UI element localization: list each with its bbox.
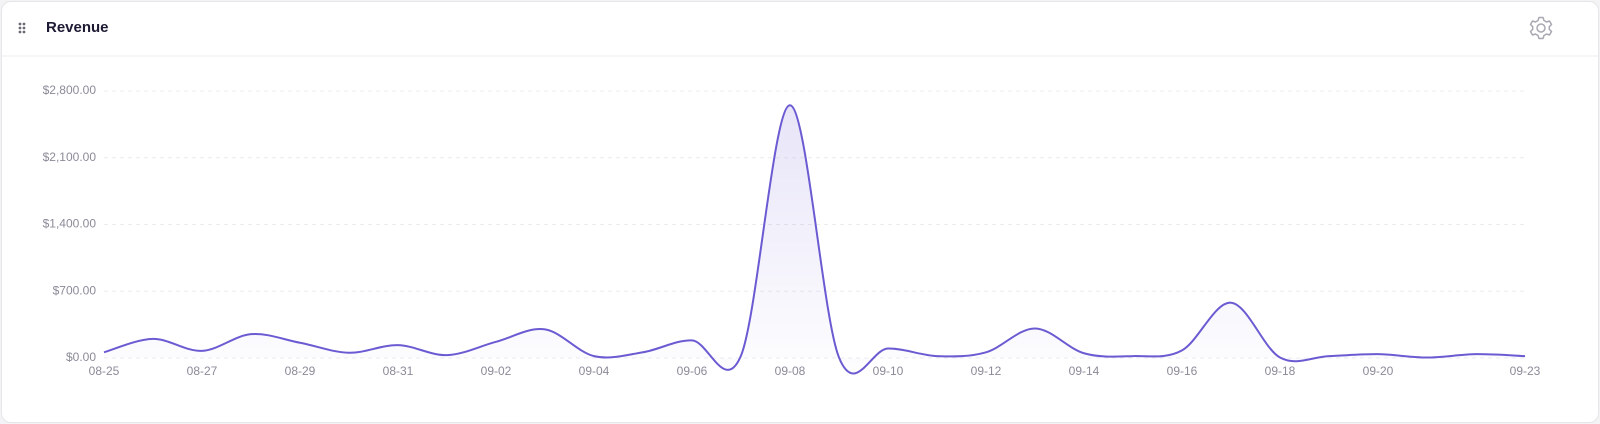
area <box>104 105 1525 374</box>
x-tick-label: 09-08 <box>775 364 806 378</box>
x-tick-label: 08-29 <box>285 364 316 378</box>
y-tick-label: $0.00 <box>66 350 96 364</box>
x-tick-label: 09-23 <box>1510 364 1541 378</box>
y-tick-label: $2,800.00 <box>43 83 97 97</box>
y-tick-label: $2,100.00 <box>43 150 97 164</box>
x-tick-label: 09-04 <box>579 364 610 378</box>
x-tick-label: 09-18 <box>1265 364 1296 378</box>
x-tick-label: 08-27 <box>187 364 218 378</box>
x-tick-label: 09-16 <box>1167 364 1198 378</box>
x-tick-label: 09-20 <box>1363 364 1394 378</box>
x-tick-label: 09-12 <box>971 364 1002 378</box>
y-tick-label: $1,400.00 <box>43 217 97 231</box>
x-tick-label: 09-06 <box>677 364 708 378</box>
x-tick-label: 09-10 <box>873 364 904 378</box>
x-tick-label: 09-14 <box>1069 364 1100 378</box>
settings-icon[interactable] <box>1529 16 1553 40</box>
line <box>103 104 1526 375</box>
x-tick-label: 08-25 <box>89 364 120 378</box>
x-tick-label: 08-31 <box>383 364 414 378</box>
x-tick-label: 09-02 <box>481 364 512 378</box>
drag-handle[interactable] <box>18 22 26 34</box>
y-tick-label: $700.00 <box>53 283 97 297</box>
chart-title: Revenue <box>46 19 109 36</box>
